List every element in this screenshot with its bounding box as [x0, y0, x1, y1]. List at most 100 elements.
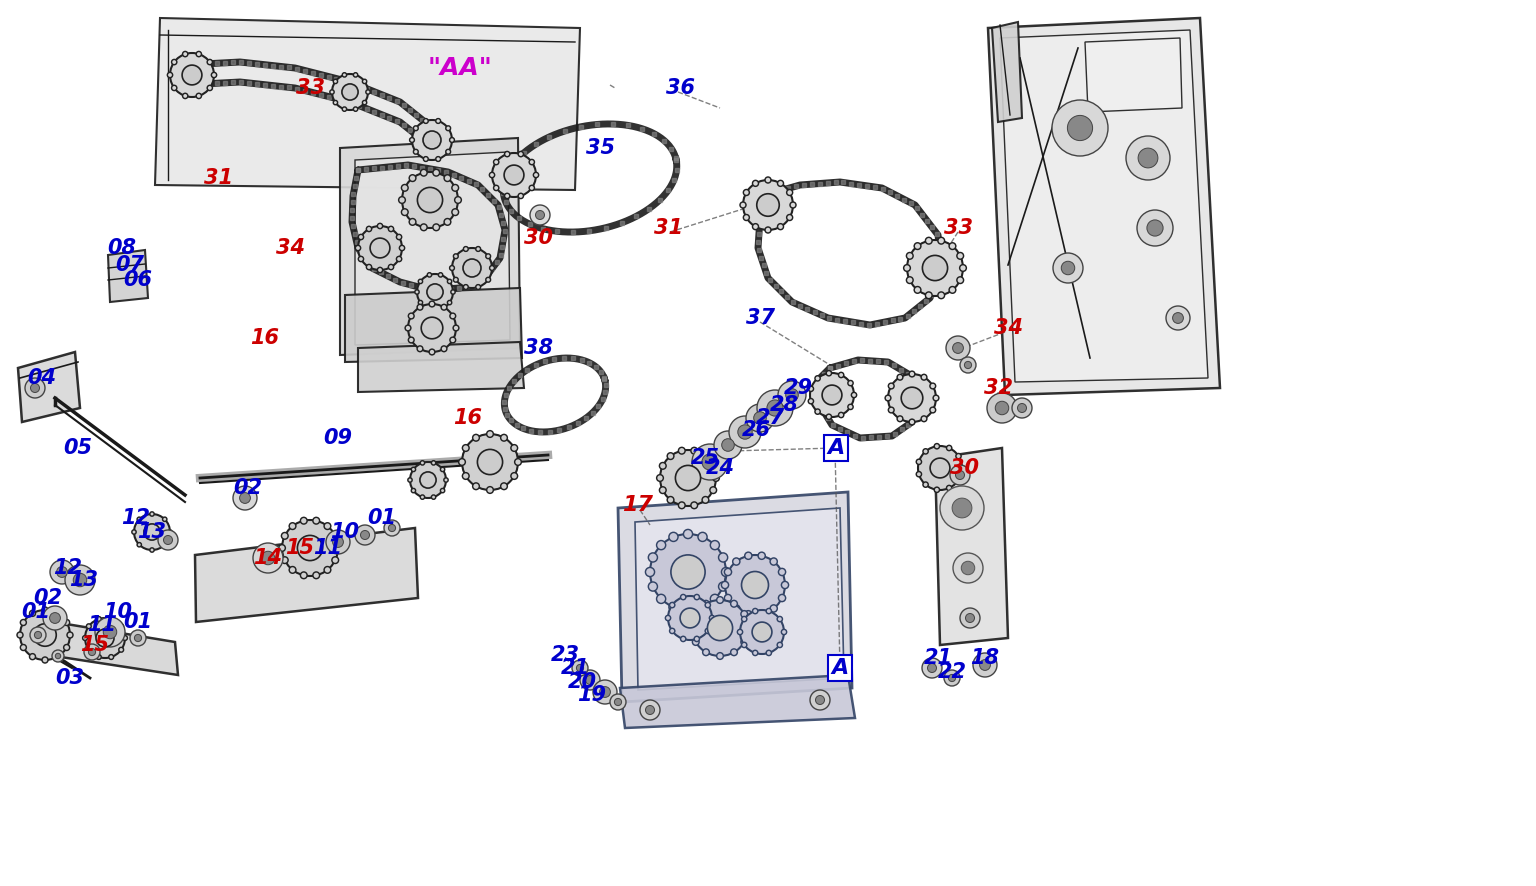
- Circle shape: [29, 610, 35, 617]
- Circle shape: [777, 617, 782, 622]
- Text: 34: 34: [275, 238, 304, 258]
- Circle shape: [240, 493, 250, 503]
- Circle shape: [946, 446, 952, 451]
- Circle shape: [396, 235, 402, 239]
- Circle shape: [452, 209, 459, 215]
- Circle shape: [409, 337, 415, 343]
- Circle shape: [1137, 210, 1174, 246]
- Circle shape: [429, 349, 435, 355]
- Circle shape: [183, 93, 187, 98]
- Circle shape: [301, 517, 307, 524]
- Circle shape: [754, 412, 766, 424]
- Polygon shape: [1000, 30, 1207, 382]
- Text: 08: 08: [108, 238, 137, 258]
- Circle shape: [1166, 306, 1190, 330]
- Circle shape: [74, 573, 86, 587]
- Circle shape: [43, 606, 68, 630]
- Circle shape: [34, 624, 57, 646]
- Circle shape: [960, 608, 980, 628]
- Text: 36: 36: [665, 78, 694, 98]
- Circle shape: [438, 273, 442, 277]
- Circle shape: [401, 184, 409, 191]
- Circle shape: [29, 654, 35, 660]
- Circle shape: [745, 610, 753, 618]
- Circle shape: [753, 622, 773, 641]
- Circle shape: [705, 628, 711, 633]
- Circle shape: [710, 486, 717, 494]
- Circle shape: [41, 607, 48, 613]
- Circle shape: [447, 279, 452, 284]
- Circle shape: [233, 486, 257, 510]
- Circle shape: [676, 465, 700, 491]
- Circle shape: [97, 655, 101, 659]
- Circle shape: [418, 300, 422, 305]
- Circle shape: [151, 548, 154, 552]
- Circle shape: [839, 372, 843, 377]
- Circle shape: [759, 552, 765, 559]
- Circle shape: [960, 265, 966, 271]
- Circle shape: [952, 498, 972, 518]
- Circle shape: [452, 290, 455, 294]
- Text: 18: 18: [971, 648, 1000, 668]
- Circle shape: [424, 157, 429, 161]
- Text: 03: 03: [55, 668, 84, 688]
- Circle shape: [163, 542, 167, 547]
- Circle shape: [401, 209, 409, 215]
- Circle shape: [197, 93, 201, 98]
- Circle shape: [490, 173, 495, 177]
- Circle shape: [84, 644, 100, 660]
- Circle shape: [343, 107, 347, 112]
- Circle shape: [473, 483, 479, 490]
- Circle shape: [493, 159, 499, 165]
- Circle shape: [511, 445, 518, 451]
- Circle shape: [123, 635, 127, 641]
- Circle shape: [412, 120, 452, 160]
- Circle shape: [281, 556, 289, 563]
- Circle shape: [197, 51, 201, 57]
- Polygon shape: [988, 18, 1220, 395]
- Circle shape: [409, 304, 456, 352]
- Circle shape: [922, 375, 926, 380]
- Circle shape: [925, 292, 932, 299]
- Circle shape: [31, 384, 40, 392]
- Circle shape: [923, 448, 928, 454]
- Text: 13: 13: [69, 570, 98, 590]
- Text: 34: 34: [994, 318, 1023, 338]
- Circle shape: [172, 85, 177, 90]
- Text: 21: 21: [923, 648, 952, 668]
- Circle shape: [441, 346, 447, 352]
- Circle shape: [450, 313, 456, 319]
- Circle shape: [816, 376, 820, 381]
- Polygon shape: [108, 250, 147, 302]
- Circle shape: [722, 439, 734, 451]
- Circle shape: [389, 226, 393, 231]
- Circle shape: [212, 73, 217, 78]
- Circle shape: [441, 467, 445, 471]
- Circle shape: [422, 131, 441, 149]
- Circle shape: [665, 616, 671, 620]
- Text: 01: 01: [367, 508, 396, 528]
- Circle shape: [779, 595, 785, 602]
- Polygon shape: [617, 492, 852, 702]
- Circle shape: [438, 307, 442, 311]
- Circle shape: [353, 73, 358, 77]
- Circle shape: [940, 486, 985, 530]
- Circle shape: [343, 84, 358, 100]
- Text: "AA": "AA": [427, 56, 493, 80]
- Text: 37: 37: [745, 308, 774, 328]
- Polygon shape: [155, 18, 581, 190]
- Circle shape: [137, 542, 141, 547]
- Polygon shape: [195, 528, 418, 622]
- Circle shape: [745, 552, 753, 559]
- Circle shape: [362, 100, 367, 105]
- Circle shape: [980, 659, 991, 671]
- Circle shape: [343, 73, 347, 77]
- Circle shape: [702, 496, 708, 503]
- Text: 26: 26: [742, 420, 771, 440]
- Circle shape: [1061, 261, 1075, 275]
- Circle shape: [713, 475, 719, 481]
- Circle shape: [20, 644, 26, 650]
- Circle shape: [355, 245, 361, 251]
- Text: 15: 15: [80, 635, 109, 655]
- Text: 20: 20: [567, 672, 596, 692]
